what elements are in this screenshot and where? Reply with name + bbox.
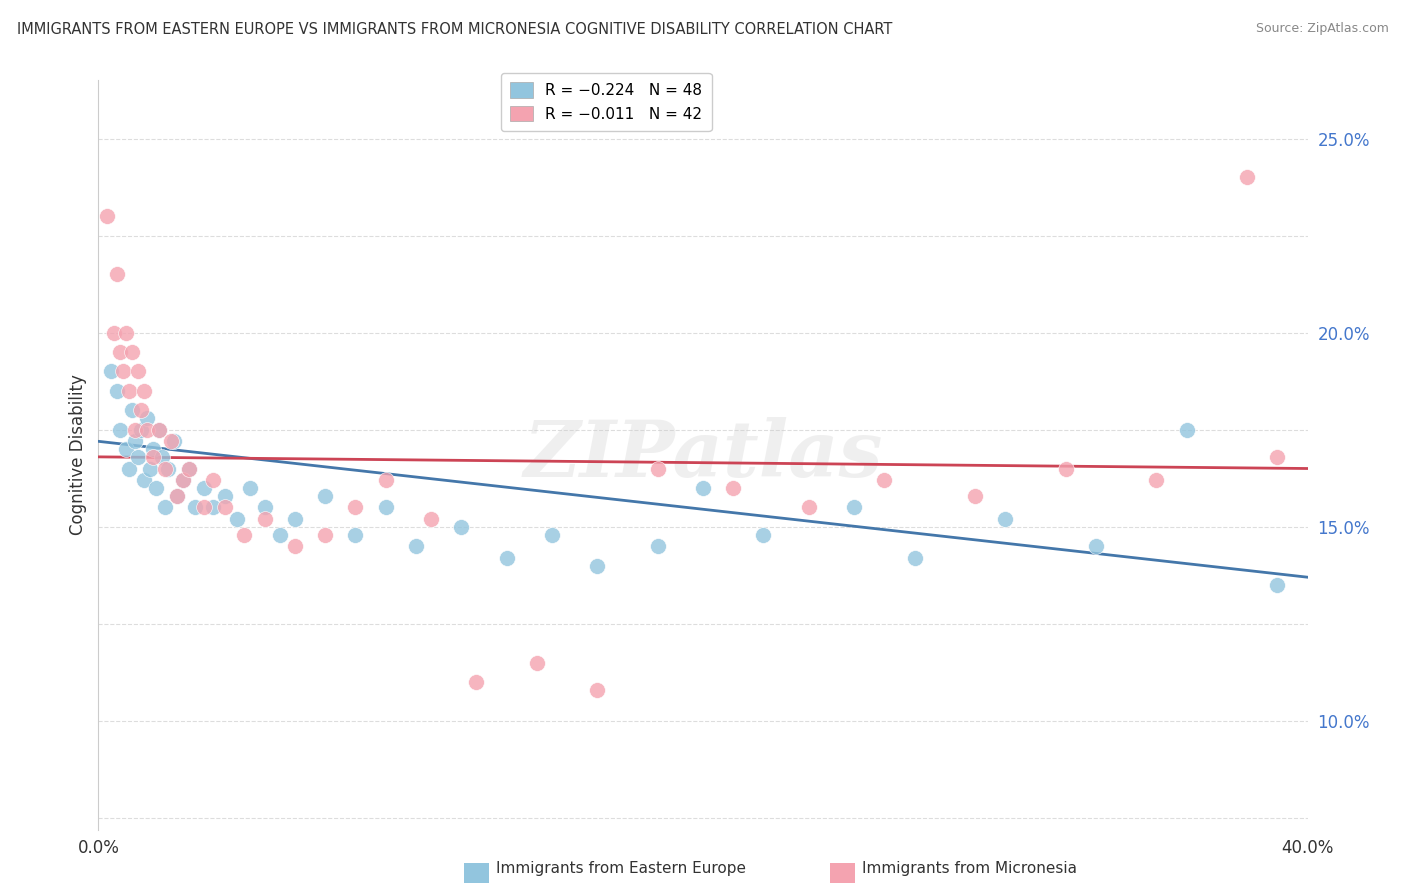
Text: ZIPatlas: ZIPatlas — [523, 417, 883, 493]
Point — [145, 481, 167, 495]
Text: Immigrants from Eastern Europe: Immigrants from Eastern Europe — [496, 861, 747, 876]
Point — [114, 326, 136, 340]
Point — [232, 527, 254, 541]
Point — [139, 461, 162, 475]
Point — [121, 345, 143, 359]
Point — [752, 527, 775, 541]
Point — [253, 500, 276, 515]
Point — [124, 423, 146, 437]
Point — [586, 558, 609, 573]
Point — [465, 675, 488, 690]
Text: IMMIGRANTS FROM EASTERN EUROPE VS IMMIGRANTS FROM MICRONESIA COGNITIVE DISABILIT: IMMIGRANTS FROM EASTERN EUROPE VS IMMIGR… — [17, 22, 893, 37]
Point — [1175, 423, 1198, 437]
Point — [103, 326, 125, 340]
Point — [127, 450, 149, 464]
Point — [526, 656, 548, 670]
Point — [284, 512, 307, 526]
Point — [965, 489, 987, 503]
Point — [904, 550, 927, 565]
Point — [105, 384, 128, 398]
Point — [586, 682, 609, 697]
Point — [166, 489, 188, 503]
Legend: R = −0.224   N = 48, R = −0.011   N = 42: R = −0.224 N = 48, R = −0.011 N = 42 — [501, 73, 711, 131]
Point — [124, 434, 146, 449]
Point — [148, 423, 170, 437]
Point — [344, 500, 367, 515]
Point — [108, 423, 131, 437]
Point — [129, 423, 152, 437]
Point — [184, 500, 207, 515]
Point — [142, 442, 165, 456]
Point — [202, 473, 225, 487]
Point — [344, 527, 367, 541]
Point — [1267, 578, 1289, 592]
Point — [132, 384, 155, 398]
Point — [142, 450, 165, 464]
Point — [156, 461, 179, 475]
Point — [723, 481, 745, 495]
Point — [1085, 539, 1108, 553]
Point — [314, 527, 336, 541]
Point — [114, 442, 136, 456]
Point — [96, 209, 118, 223]
Point — [129, 403, 152, 417]
Point — [269, 527, 291, 541]
Point — [148, 423, 170, 437]
Text: Immigrants from Micronesia: Immigrants from Micronesia — [862, 861, 1077, 876]
Point — [1054, 461, 1077, 475]
Y-axis label: Cognitive Disability: Cognitive Disability — [69, 375, 87, 535]
Point — [135, 423, 157, 437]
Point — [239, 481, 262, 495]
Point — [100, 364, 122, 378]
Point — [994, 512, 1017, 526]
Point — [844, 500, 866, 515]
Point — [160, 434, 183, 449]
Point — [121, 403, 143, 417]
Point — [179, 461, 201, 475]
Point — [135, 411, 157, 425]
Point — [153, 461, 176, 475]
Point — [647, 461, 669, 475]
Point — [226, 512, 249, 526]
Point — [193, 500, 215, 515]
Point — [540, 527, 562, 541]
Point — [163, 434, 186, 449]
Point — [108, 345, 131, 359]
Point — [873, 473, 896, 487]
Point — [166, 489, 188, 503]
Point — [127, 364, 149, 378]
Point — [172, 473, 194, 487]
Point — [105, 268, 128, 282]
Point — [172, 473, 194, 487]
Point — [193, 481, 215, 495]
Point — [132, 473, 155, 487]
Point — [1236, 170, 1258, 185]
Point — [118, 461, 141, 475]
Point — [1267, 450, 1289, 464]
Point — [284, 539, 307, 553]
Point — [153, 500, 176, 515]
Text: Source: ZipAtlas.com: Source: ZipAtlas.com — [1256, 22, 1389, 36]
Point — [150, 450, 173, 464]
Point — [1144, 473, 1167, 487]
Point — [118, 384, 141, 398]
Point — [314, 489, 336, 503]
Point — [253, 512, 276, 526]
Point — [692, 481, 714, 495]
Point — [179, 461, 201, 475]
Point — [797, 500, 820, 515]
Point — [202, 500, 225, 515]
Point — [111, 364, 134, 378]
Point — [214, 500, 236, 515]
Point — [374, 473, 396, 487]
Point — [374, 500, 396, 515]
Point — [647, 539, 669, 553]
Point — [450, 520, 472, 534]
Point — [420, 512, 443, 526]
Point — [214, 489, 236, 503]
Point — [405, 539, 427, 553]
Point — [495, 550, 517, 565]
